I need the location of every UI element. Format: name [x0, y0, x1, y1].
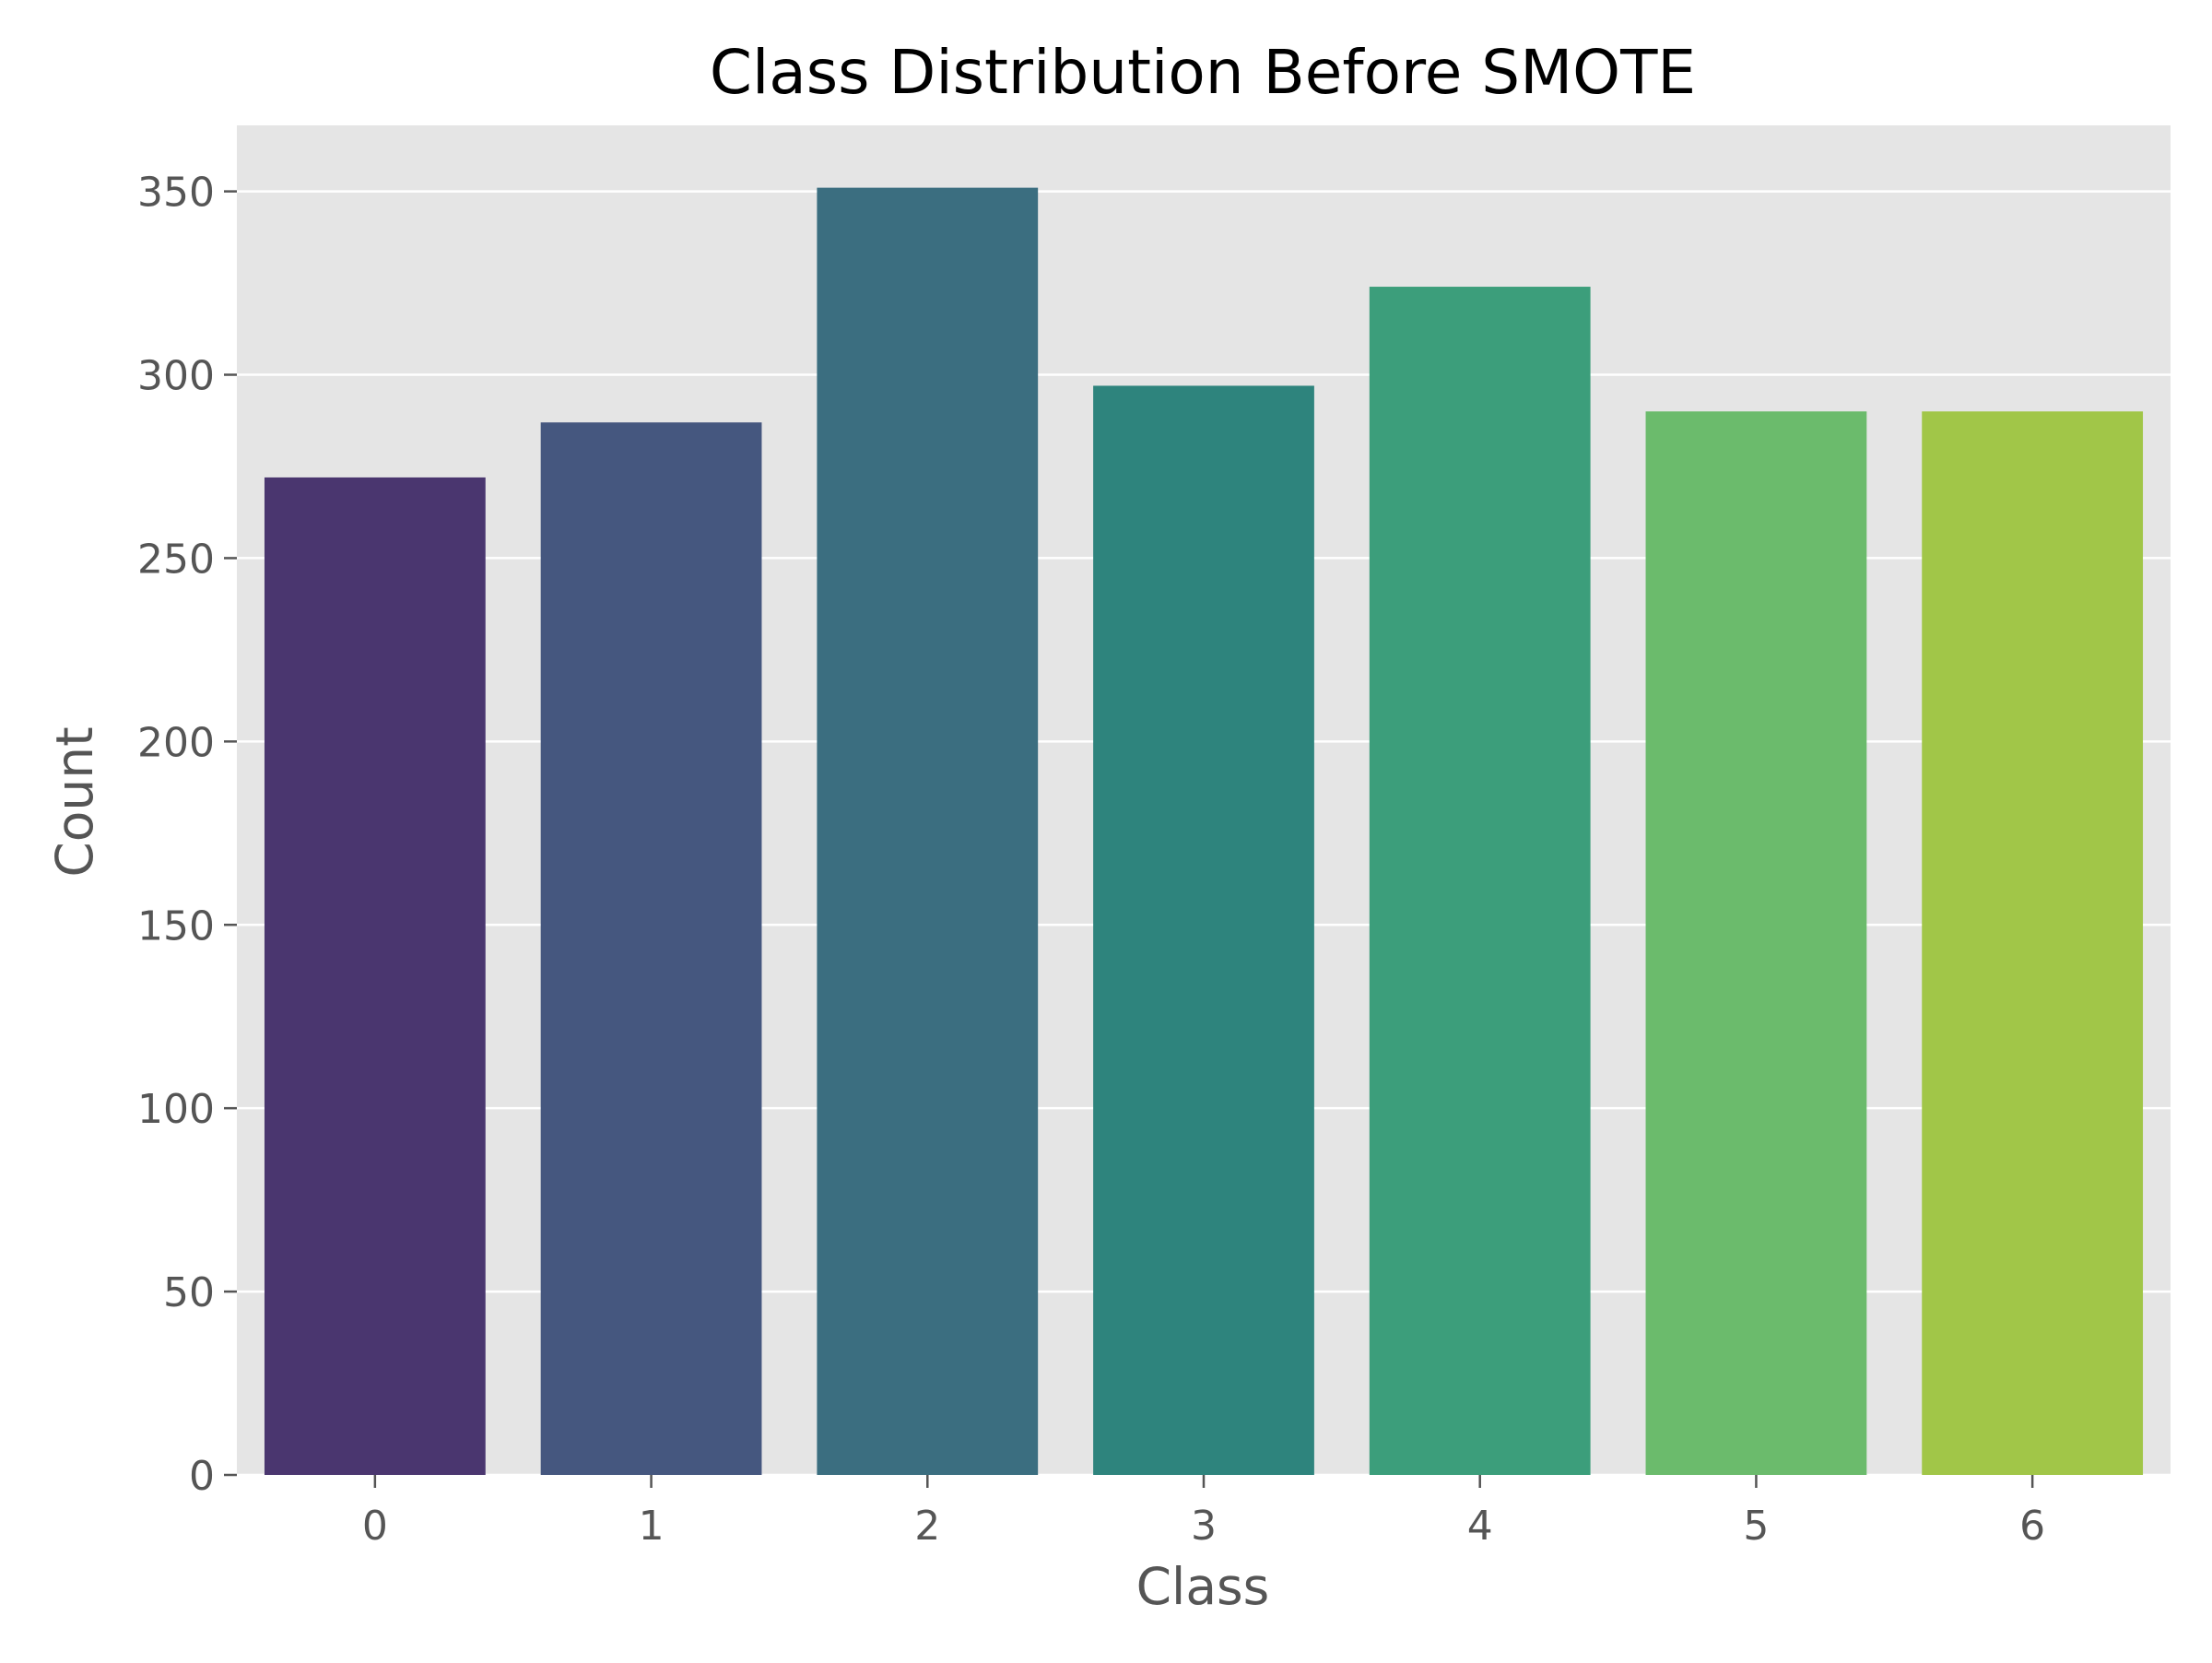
- x-tick-label: 4: [1467, 1503, 1493, 1550]
- y-tick-label: 200: [137, 719, 215, 766]
- x-tick-label: 2: [914, 1503, 940, 1550]
- x-axis-label: Class: [1136, 1557, 1270, 1616]
- x-tick-label: 5: [1743, 1503, 1769, 1550]
- x-tick-label: 0: [362, 1503, 388, 1550]
- bar-class-4: [1369, 287, 1591, 1476]
- y-tick-label: 300: [137, 353, 215, 400]
- chart-title: Class Distribution Before SMOTE: [710, 37, 1696, 108]
- bar-class-3: [1093, 385, 1314, 1475]
- bar-class-5: [1645, 411, 1867, 1476]
- bar-class-2: [817, 187, 1039, 1476]
- y-tick-label: 350: [137, 170, 215, 217]
- y-axis-label: Count: [45, 726, 104, 877]
- bar-class-1: [540, 422, 762, 1475]
- y-tick-label: 150: [137, 902, 215, 949]
- plot-area: [237, 125, 2171, 1477]
- y-tick-label: 250: [137, 536, 215, 583]
- x-tick-label: 3: [1191, 1503, 1217, 1550]
- y-tick-label: 50: [163, 1269, 215, 1316]
- x-tick-label: 1: [639, 1503, 665, 1550]
- bar-class-6: [1922, 411, 2144, 1476]
- y-axis: 0 50 100 150 200 250 300 350: [137, 170, 237, 1500]
- x-axis: 0 1 2 3 4 5 6: [362, 1475, 2045, 1550]
- bar-class-0: [264, 477, 486, 1475]
- y-tick-label: 100: [137, 1086, 215, 1133]
- y-tick-label: 0: [189, 1453, 215, 1500]
- x-tick-label: 6: [2019, 1503, 2045, 1550]
